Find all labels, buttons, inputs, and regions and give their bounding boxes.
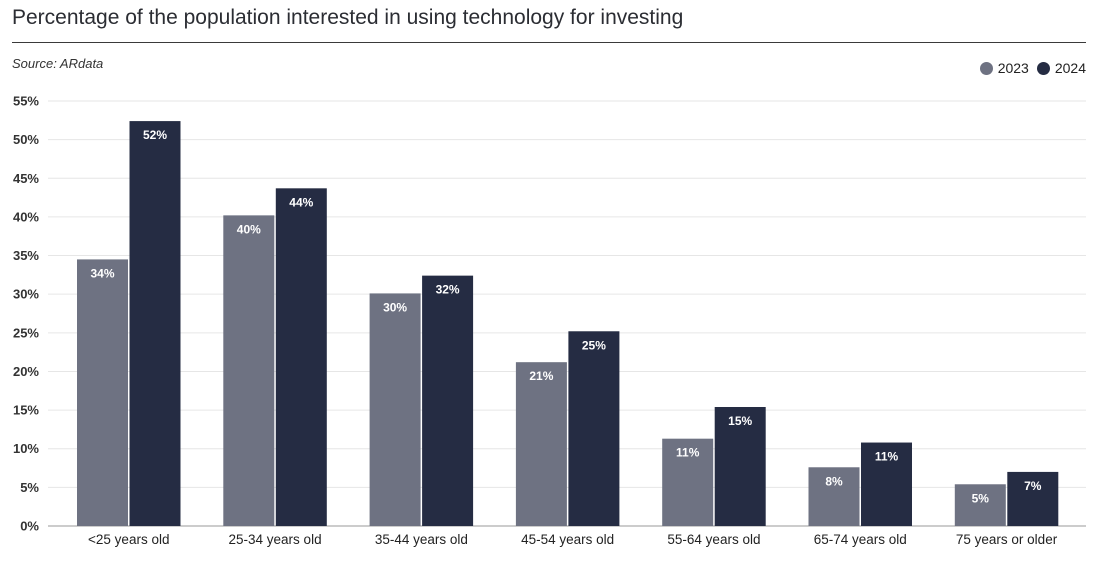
legend-label-2024: 2024 [1054, 60, 1086, 76]
bar-2023 [808, 467, 860, 526]
title-divider [12, 42, 1086, 43]
bar-2024 [422, 275, 474, 526]
legend-item-2023: 2023 [979, 60, 1029, 76]
source-note: Source: ARdata [12, 56, 104, 71]
data-label: 34% [90, 266, 114, 280]
data-label: 5% [972, 491, 990, 505]
x-category-label: <25 years old [88, 532, 169, 547]
y-tick-label: 25% [13, 325, 39, 340]
data-label: 25% [582, 338, 606, 352]
bar-2024 [568, 331, 620, 526]
data-label: 15% [728, 414, 752, 428]
x-category-label: 75 years or older [956, 532, 1058, 547]
gridlines [48, 100, 1086, 527]
y-tick-label: 0% [20, 519, 39, 534]
legend: 2023 2024 [972, 60, 1086, 76]
y-tick-label: 55% [13, 94, 39, 109]
y-axis-ticks: 0% 5% 10% 15% 20% 25% 30% 35% 40% 45% 50% 55% [13, 94, 39, 534]
bar-2024 [861, 442, 912, 526]
bar-2024 [1007, 471, 1059, 526]
bar-2023 [662, 438, 714, 526]
data-label: 11% [875, 450, 899, 464]
x-category-label: 25-34 years old [229, 532, 322, 547]
y-tick-label: 10% [13, 441, 39, 456]
x-category-label: 35-44 years old [375, 532, 468, 547]
bar-2024 [275, 188, 327, 526]
x-category-label: 45-54 years old [521, 532, 614, 547]
bar-2024 [714, 407, 766, 526]
y-tick-label: 45% [13, 171, 39, 186]
data-label: 30% [383, 300, 407, 314]
data-label: 21% [529, 369, 553, 383]
data-label: 52% [143, 128, 167, 142]
y-tick-label: 30% [13, 287, 39, 302]
y-tick-label: 35% [13, 248, 39, 263]
bars [77, 121, 1059, 526]
x-category-label: 65-74 years old [814, 532, 907, 547]
bar-2023 [77, 259, 128, 526]
data-labels: 34% 52% 40% 44% 30% 32% 21% 25% 11% 15% 8% 11% 5% 7% [90, 128, 1041, 505]
data-label: 7% [1024, 479, 1042, 493]
data-label: 32% [436, 283, 460, 297]
legend-swatch-2023 [979, 61, 993, 75]
data-label: 44% [289, 195, 313, 209]
data-label: 11% [676, 446, 700, 460]
legend-item-2024: 2024 [1036, 60, 1086, 76]
bar-2023 [369, 293, 421, 526]
bar-2023 [954, 484, 1006, 526]
legend-swatch-2024 [1036, 61, 1050, 75]
chart-title: Percentage of the population interested … [12, 6, 684, 29]
x-category-label: 55-64 years old [667, 532, 760, 547]
y-tick-label: 15% [13, 403, 39, 418]
data-label: 40% [237, 222, 261, 236]
bar-2023 [223, 215, 275, 526]
data-label: 8% [825, 474, 843, 488]
bar-2024 [129, 121, 181, 526]
y-tick-label: 50% [13, 132, 39, 147]
y-tick-label: 40% [13, 209, 39, 224]
y-tick-label: 5% [20, 480, 39, 495]
y-tick-label: 20% [13, 364, 39, 379]
x-axis-categories: <25 years old 25-34 years old 35-44 years … [88, 532, 1058, 547]
legend-label-2023: 2023 [997, 60, 1029, 76]
bar-2023 [515, 362, 567, 526]
